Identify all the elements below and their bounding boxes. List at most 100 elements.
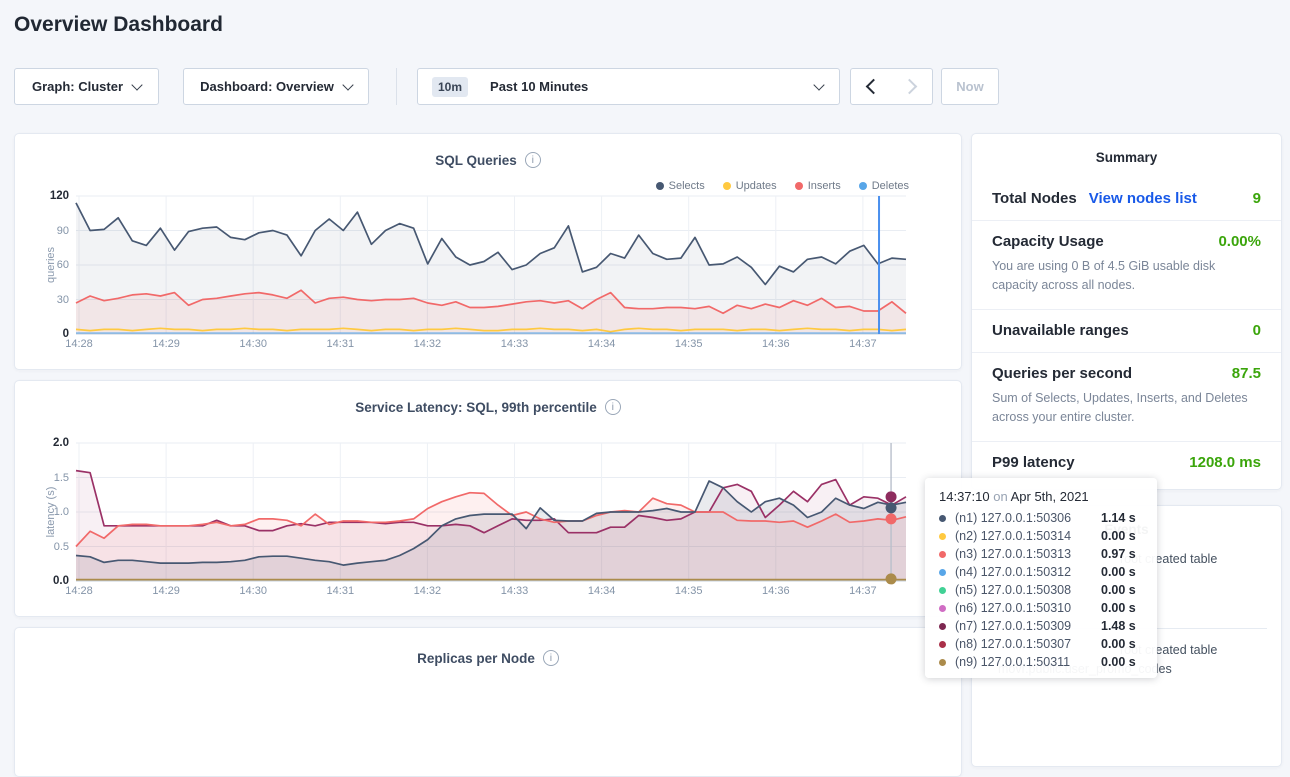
y-axis-tick-label: 1.5 bbox=[29, 472, 69, 484]
tooltip-node-value: 0.00 s bbox=[1101, 529, 1136, 543]
x-axis-tick-label: 14:36 bbox=[752, 585, 800, 597]
page-title: Overview Dashboard bbox=[14, 13, 223, 37]
tooltip-node-address: (n4) 127.0.0.1:50312 bbox=[955, 565, 1101, 579]
tooltip-row: (n6) 127.0.0.1:503100.00 s bbox=[939, 599, 1143, 617]
time-range-label: Past 10 Minutes bbox=[490, 79, 588, 94]
dashboard-selector-dropdown[interactable]: Dashboard: Overview bbox=[183, 68, 369, 105]
series-dot-icon bbox=[939, 515, 946, 522]
tooltip-row: (n2) 127.0.0.1:503140.00 s bbox=[939, 527, 1143, 545]
tooltip-node-address: (n9) 127.0.0.1:50311 bbox=[955, 655, 1101, 669]
x-axis-tick-label: 14:34 bbox=[578, 585, 626, 597]
chevron-left-icon bbox=[865, 79, 881, 95]
sql-queries-chart-card: SQL Queries SelectsUpdatesInsertsDeletes… bbox=[14, 133, 962, 370]
x-axis-tick-label: 14:34 bbox=[578, 338, 626, 350]
tooltip-row: (n7) 127.0.0.1:503091.48 s bbox=[939, 617, 1143, 635]
time-range-badge: 10m bbox=[432, 77, 468, 97]
hover-point-dot bbox=[886, 513, 897, 524]
tooltip-node-address: (n1) 127.0.0.1:50306 bbox=[955, 511, 1101, 525]
hover-point-dot bbox=[886, 502, 897, 513]
summary-metric-description: Sum of Selects, Updates, Inserts, and De… bbox=[992, 389, 1261, 428]
series-dot-icon bbox=[939, 533, 946, 540]
info-icon[interactable] bbox=[543, 650, 559, 666]
x-axis-tick-label: 14:37 bbox=[839, 338, 887, 350]
tooltip-node-value: 0.00 s bbox=[1101, 637, 1136, 651]
tooltip-row: (n8) 127.0.0.1:503070.00 s bbox=[939, 635, 1143, 653]
summary-metric-value: 87.5 bbox=[1232, 365, 1261, 382]
graph-selector-dropdown[interactable]: Graph: Cluster bbox=[14, 68, 159, 105]
tooltip-row: (n3) 127.0.0.1:503130.97 s bbox=[939, 545, 1143, 563]
tooltip-row: (n1) 127.0.0.1:503061.14 s bbox=[939, 509, 1143, 527]
summary-metric-label: Queries per second bbox=[992, 365, 1132, 382]
y-axis-tick-label: 30 bbox=[29, 294, 69, 306]
series-dot-icon bbox=[939, 587, 946, 594]
series-dot-icon bbox=[939, 623, 946, 630]
summary-metric-label: Total Nodes bbox=[992, 190, 1077, 207]
series-dot-icon bbox=[939, 641, 946, 648]
summary-metric-row: Unavailable ranges 0 bbox=[972, 309, 1281, 352]
y-axis-label: queries bbox=[45, 247, 57, 283]
time-next-button[interactable] bbox=[891, 68, 933, 105]
x-axis-tick-label: 14:36 bbox=[752, 338, 800, 350]
x-axis-tick-label: 14:30 bbox=[229, 338, 277, 350]
summary-panel: Summary Total NodesView nodes list9Capac… bbox=[971, 133, 1282, 490]
view-nodes-list-link[interactable]: View nodes list bbox=[1089, 190, 1197, 207]
summary-metric-value: 1208.0 ms bbox=[1189, 454, 1261, 471]
x-axis-tick-label: 14:32 bbox=[403, 585, 451, 597]
y-axis-label: latency (s) bbox=[45, 487, 57, 538]
tooltip-node-value: 0.97 s bbox=[1101, 547, 1136, 561]
toolbar-divider bbox=[396, 68, 397, 105]
series-dot-icon bbox=[939, 551, 946, 558]
time-now-button[interactable]: Now bbox=[941, 68, 999, 105]
x-axis-tick-label: 14:35 bbox=[665, 585, 713, 597]
y-axis-tick-label: 120 bbox=[29, 190, 69, 202]
x-axis-tick-label: 14:30 bbox=[229, 585, 277, 597]
x-axis-tick-label: 14:33 bbox=[491, 338, 539, 350]
hover-point-dot bbox=[886, 573, 897, 584]
tooltip-node-value: 1.14 s bbox=[1101, 511, 1136, 525]
summary-metric-row: Capacity Usage 0.00% You are using 0 B of … bbox=[972, 220, 1281, 309]
service-latency-chart-card: Service Latency: SQL, 99th percentile 0.… bbox=[14, 380, 962, 617]
x-axis-tick-label: 14:31 bbox=[316, 338, 364, 350]
tooltip-node-value: 0.00 s bbox=[1101, 583, 1136, 597]
hover-point-dot bbox=[886, 491, 897, 502]
summary-metric-value: 0 bbox=[1253, 322, 1261, 339]
time-range-dropdown[interactable]: 10m Past 10 Minutes bbox=[417, 68, 840, 105]
x-axis-tick-label: 14:31 bbox=[316, 585, 364, 597]
tooltip-timestamp: 14:37:10 on Apr 5th, 2021 bbox=[939, 489, 1143, 504]
tooltip-node-value: 1.48 s bbox=[1101, 619, 1136, 633]
service-latency-plot[interactable]: 0.00.51.01.52.014:2814:2914:3014:3114:32… bbox=[15, 381, 961, 616]
x-axis-tick-label: 14:28 bbox=[55, 585, 103, 597]
x-axis-tick-label: 14:37 bbox=[839, 585, 887, 597]
x-axis-tick-label: 14:29 bbox=[142, 585, 190, 597]
chevron-right-icon bbox=[902, 79, 918, 95]
summary-metric-label: P99 latency bbox=[992, 454, 1075, 471]
tooltip-node-address: (n5) 127.0.0.1:50308 bbox=[955, 583, 1101, 597]
tooltip-node-value: 0.00 s bbox=[1101, 565, 1136, 579]
summary-metric-value: 0.00% bbox=[1218, 233, 1261, 250]
tooltip-node-address: (n3) 127.0.0.1:50313 bbox=[955, 547, 1101, 561]
summary-metric-label: Capacity Usage bbox=[992, 233, 1104, 250]
chevron-down-icon bbox=[813, 79, 824, 90]
dashboard-selector-label: Dashboard: Overview bbox=[200, 79, 334, 94]
x-axis-tick-label: 14:33 bbox=[491, 585, 539, 597]
tooltip-node-address: (n8) 127.0.0.1:50307 bbox=[955, 637, 1101, 651]
summary-metric-description: You are using 0 B of 4.5 GiB usable disk… bbox=[992, 257, 1261, 296]
sql-queries-plot[interactable]: 030609012014:2814:2914:3014:3114:3214:33… bbox=[15, 134, 961, 369]
y-axis-tick-label: 90 bbox=[29, 225, 69, 237]
chevron-down-icon bbox=[342, 79, 353, 90]
x-axis-tick-label: 14:29 bbox=[142, 338, 190, 350]
summary-metric-value: 9 bbox=[1253, 190, 1261, 207]
tooltip-node-address: (n2) 127.0.0.1:50314 bbox=[955, 529, 1101, 543]
replicas-per-node-chart-card: Replicas per Node bbox=[14, 627, 962, 777]
graph-selector-label: Graph: Cluster bbox=[32, 79, 123, 94]
tooltip-node-address: (n7) 127.0.0.1:50309 bbox=[955, 619, 1101, 633]
y-axis-tick-label: 0.5 bbox=[29, 541, 69, 553]
x-axis-tick-label: 14:32 bbox=[403, 338, 451, 350]
summary-metric-row: Total Nodes View nodes list 9 bbox=[972, 178, 1281, 220]
summary-metric-label: Unavailable ranges bbox=[992, 322, 1129, 339]
tooltip-row: (n5) 127.0.0.1:503080.00 s bbox=[939, 581, 1143, 599]
x-axis-tick-label: 14:28 bbox=[55, 338, 103, 350]
summary-metric-row: Queries per second 87.5 Sum of Selects, Up… bbox=[972, 352, 1281, 441]
time-prev-button[interactable] bbox=[850, 68, 892, 105]
tooltip-row: (n9) 127.0.0.1:503110.00 s bbox=[939, 653, 1143, 671]
